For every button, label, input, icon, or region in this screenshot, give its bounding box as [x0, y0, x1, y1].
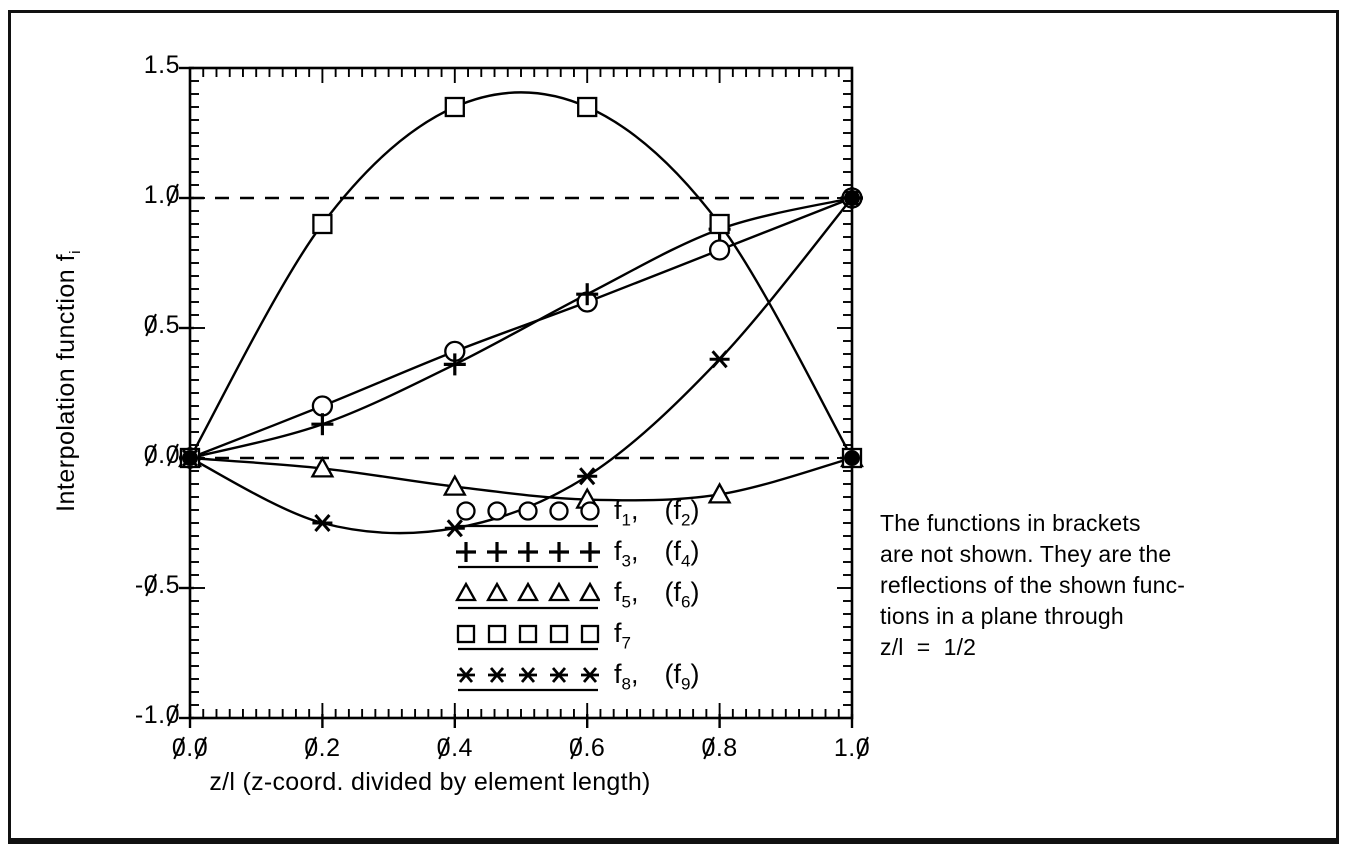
x-tick-label: 1.0 [833, 734, 871, 762]
node-blob [182, 450, 198, 466]
explanatory-note: The functions in brackets are not shown. … [880, 508, 1185, 663]
legend-symbol-star [450, 662, 600, 692]
legend-label: f5, [614, 576, 639, 612]
legend-label: f1, [614, 494, 639, 530]
legend-symbol-svg [456, 624, 600, 650]
legend-symbol-svg [456, 541, 600, 568]
legend: f1, (f2) f3, (f4) f5, (f6) f7 f8, (f9) [450, 492, 699, 697]
node-blob [844, 450, 860, 466]
y-tick-label: 0.5 [143, 311, 180, 339]
legend-symbol-triangle [450, 580, 600, 610]
x-tick-label: 0.4 [436, 734, 473, 762]
marker-triangle [442, 474, 467, 496]
marker-circle [311, 395, 334, 417]
x-tick-label: 0.6 [569, 734, 606, 762]
y-axis-title-sub: i [67, 250, 84, 254]
note-line: are not shown. They are the [880, 541, 1172, 567]
legend-row: f7 [450, 615, 699, 656]
legend-label: f3, [614, 535, 639, 571]
y-tick-label: 1.5 [143, 51, 180, 79]
series-line-f_1 [188, 196, 854, 460]
legend-row: f5, (f6) [450, 574, 699, 615]
legend-label: f8, [614, 658, 639, 694]
note-line: The functions in brackets [880, 510, 1141, 536]
marker-star [711, 350, 728, 369]
marker-square [709, 213, 730, 235]
legend-symbol-plus [450, 539, 600, 569]
legend-symbol-svg [455, 581, 600, 609]
marker-square [577, 96, 598, 118]
outer-border [8, 10, 1339, 844]
legend-row: f8, (f9) [450, 656, 699, 697]
y-tick-label: 1.0 [143, 181, 180, 209]
series-line-f_5 [188, 456, 854, 502]
series-line-f_7 [188, 91, 854, 460]
legend-symbol-square [450, 621, 600, 651]
outer-border-bottom [8, 838, 1339, 842]
legend-bracket-label: (f2) [664, 494, 700, 530]
legend-bracket-label: (f6) [664, 576, 700, 612]
series-line-f_8 [188, 196, 854, 535]
legend-label: f7 [614, 617, 631, 653]
y-tick-label: -1.0 [134, 701, 180, 729]
marker-square [312, 213, 333, 235]
legend-row: f3, (f4) [450, 533, 699, 574]
marker-star [314, 514, 331, 532]
marker-triangle [707, 482, 732, 504]
legend-bracket-label: (f9) [664, 658, 700, 694]
x-tick-label: 0.0 [171, 734, 209, 762]
marker-star [446, 519, 463, 538]
x-tick-label: 0.8 [701, 734, 738, 762]
marker-square [444, 96, 465, 118]
y-tick-label: -0.5 [134, 571, 180, 599]
marker-circle [708, 239, 731, 261]
node-blob [844, 190, 860, 206]
legend-symbol-svg [457, 666, 599, 691]
note-line: z/l = 1/2 [880, 634, 977, 660]
y-axis-title: Interpolation function fi [52, 161, 84, 601]
legend-symbol-circle [450, 498, 600, 528]
legend-bracket-label: (f4) [664, 535, 700, 571]
y-tick-label: 0.0 [143, 441, 180, 469]
x-tick-label: 0.2 [304, 734, 341, 762]
marker-star [579, 467, 596, 486]
x-axis-title: z/l (z-coord. divided by element length) [209, 768, 651, 796]
note-line: reflections of the shown func- [880, 572, 1186, 598]
marker-triangle [310, 456, 335, 478]
legend-symbol-svg [456, 500, 600, 527]
legend-row: f1, (f2) [450, 492, 699, 533]
note-line: tions in a plane through [880, 603, 1124, 629]
y-axis-title-text: Interpolation function f [52, 253, 80, 512]
